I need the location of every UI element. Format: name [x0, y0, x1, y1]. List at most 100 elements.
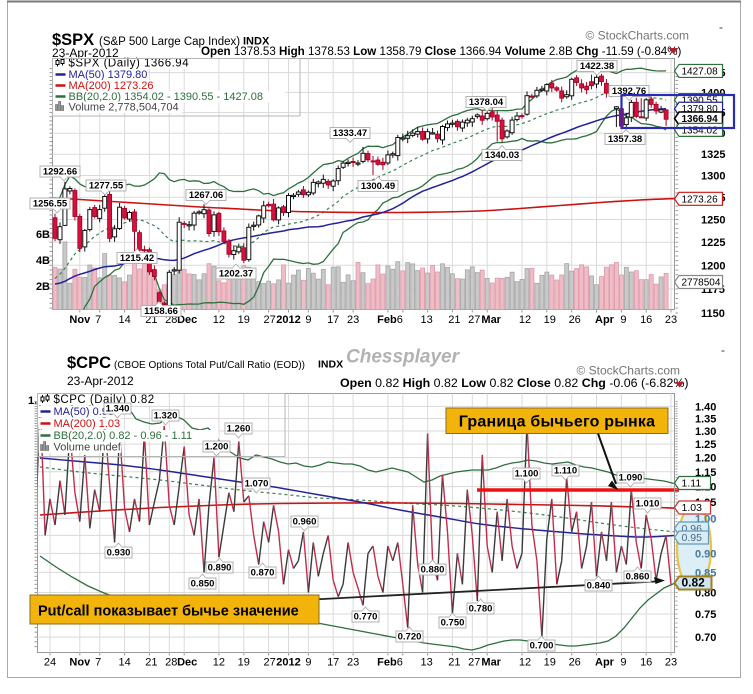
svg-text:1.: 1.	[28, 395, 37, 407]
svg-text:MA(50) 0.95: MA(50) 0.95	[54, 406, 115, 418]
svg-text:© StockCharts.com: © StockCharts.com	[576, 364, 680, 378]
svg-text:Volume 2,778,504,704: Volume 2,778,504,704	[69, 102, 179, 114]
svg-text:23: 23	[347, 657, 359, 669]
svg-text:1225: 1225	[701, 237, 725, 249]
svg-text:Feb: Feb	[377, 657, 397, 669]
svg-text:INDX: INDX	[318, 359, 343, 371]
svg-text:Chessplayer: Chessplayer	[347, 348, 462, 369]
svg-text:1379.80: 1379.80	[682, 104, 719, 115]
svg-text:1325: 1325	[701, 149, 725, 161]
svg-text:$CPC: $CPC	[67, 354, 111, 372]
svg-text:0.700: 0.700	[530, 641, 554, 652]
svg-text:Volume undef: Volume undef	[54, 442, 122, 454]
svg-text:14: 14	[118, 657, 130, 669]
svg-text:7: 7	[95, 314, 101, 326]
svg-text:1340.03: 1340.03	[485, 150, 519, 161]
svg-text:1150: 1150	[701, 308, 725, 320]
svg-text:$SPX (Daily) 1366.94: $SPX (Daily) 1366.94	[69, 58, 190, 70]
svg-text:19: 19	[544, 657, 556, 669]
svg-text:1427.08: 1427.08	[682, 66, 719, 77]
svg-text:1.110: 1.110	[554, 466, 577, 477]
svg-text:1378.04: 1378.04	[469, 97, 504, 108]
svg-text:1.03: 1.03	[682, 502, 703, 514]
svg-text:0.840: 0.840	[587, 581, 611, 592]
svg-text:1.090: 1.090	[619, 473, 643, 484]
svg-text:28: 28	[165, 314, 177, 326]
svg-text:1.25: 1.25	[695, 439, 716, 451]
svg-text:2012: 2012	[276, 314, 300, 326]
svg-text:0.82: 0.82	[682, 576, 706, 590]
svg-text:6: 6	[397, 314, 403, 326]
svg-text:27: 27	[263, 657, 275, 669]
svg-text:Open 1378.53 High 1378.53 Lo: Open 1378.53 High 1378.53 Low 1358.79 Cl…	[201, 45, 682, 58]
svg-text:2012: 2012	[276, 657, 300, 669]
svg-text:MA(200) 1.03: MA(200) 1.03	[54, 418, 121, 430]
svg-text:Dec: Dec	[177, 314, 197, 326]
svg-text:1273.26: 1273.26	[682, 194, 719, 205]
svg-text:23: 23	[665, 657, 677, 669]
svg-text:Feb: Feb	[377, 314, 397, 326]
svg-text:1292.66: 1292.66	[43, 167, 77, 178]
svg-text:27: 27	[468, 657, 480, 669]
svg-text:Mar: Mar	[481, 657, 501, 669]
svg-text:1.200: 1.200	[205, 442, 229, 453]
svg-text:1.20: 1.20	[695, 453, 716, 465]
svg-text:6B: 6B	[36, 229, 50, 241]
svg-text:26: 26	[569, 314, 581, 326]
svg-text:9: 9	[620, 314, 626, 326]
svg-text:Open 0.82 High 0.82 Low 0.82: Open 0.82 High 0.82 Low 0.82 Close 0.82 …	[340, 376, 688, 390]
svg-text:0.70: 0.70	[695, 632, 716, 644]
svg-text:1.30: 1.30	[695, 426, 716, 438]
svg-text:0.720: 0.720	[398, 632, 422, 643]
svg-text:17: 17	[327, 657, 339, 669]
svg-text:1333.47: 1333.47	[333, 128, 367, 139]
svg-text:(CBOE Options Total Put/Call R: (CBOE Options Total Put/Call Ratio (EOD)…	[114, 360, 305, 371]
svg-text:Put/call показывает бычье знач: Put/call показывает бычье значение	[38, 604, 299, 620]
svg-text:12: 12	[519, 657, 531, 669]
svg-text:1300.49: 1300.49	[361, 181, 395, 192]
svg-text:Dec: Dec	[177, 657, 197, 669]
svg-text:1390.55: 1390.55	[682, 96, 719, 107]
svg-text:23-Apr-2012: 23-Apr-2012	[52, 46, 119, 60]
svg-text:0.780: 0.780	[469, 604, 493, 615]
svg-text:MA(50) 1379.80: MA(50) 1379.80	[69, 69, 148, 81]
svg-text:16: 16	[640, 657, 652, 669]
svg-text:2778504: 2778504	[682, 278, 721, 289]
svg-text:17: 17	[327, 314, 339, 326]
svg-text:21: 21	[145, 314, 157, 326]
svg-text:19: 19	[238, 314, 250, 326]
svg-text:9: 9	[305, 657, 311, 669]
svg-text:1256.55: 1256.55	[33, 199, 68, 210]
svg-text:-: -	[721, 343, 725, 357]
svg-text:0.880: 0.880	[421, 565, 445, 576]
svg-text:1.11: 1.11	[682, 478, 702, 490]
svg-text:1200: 1200	[701, 260, 725, 272]
svg-text:1.260: 1.260	[227, 424, 251, 435]
svg-text:Граница бычьего рынка: Граница бычьего рынка	[459, 414, 655, 431]
svg-text:0.890: 0.890	[208, 563, 232, 574]
svg-text:21: 21	[448, 657, 460, 669]
svg-text:16: 16	[640, 314, 652, 326]
svg-text:1366.94: 1366.94	[682, 114, 719, 125]
svg-text:1422.38: 1422.38	[580, 61, 614, 72]
svg-text:14: 14	[118, 314, 130, 326]
svg-text:9: 9	[305, 314, 311, 326]
svg-text:Mar: Mar	[481, 314, 501, 326]
svg-text:12: 12	[519, 314, 531, 326]
svg-text:1215.42: 1215.42	[120, 253, 154, 264]
svg-text:1.15: 1.15	[695, 467, 716, 479]
svg-text:0.95: 0.95	[682, 532, 703, 544]
svg-text:0.860: 0.860	[626, 572, 650, 583]
svg-text:0.75: 0.75	[695, 609, 716, 621]
svg-text:Nov: Nov	[69, 314, 91, 326]
svg-text:1.340: 1.340	[106, 404, 130, 415]
svg-text:1.40: 1.40	[695, 401, 716, 413]
svg-text:1267.06: 1267.06	[189, 190, 223, 201]
svg-text:1250: 1250	[701, 215, 725, 227]
svg-text:BB(20,2.0) 1354.02 - 1390.55 -: BB(20,2.0) 1354.02 - 1390.55 - 1427.08	[69, 91, 263, 103]
svg-text:24: 24	[44, 657, 56, 669]
svg-text:1.320: 1.320	[154, 411, 178, 422]
svg-text:13: 13	[420, 657, 432, 669]
svg-text:21: 21	[145, 657, 157, 669]
svg-text:BB(20,2.0) 0.82 - 0.96 - 1.11: BB(20,2.0) 0.82 - 0.96 - 1.11	[54, 430, 193, 442]
